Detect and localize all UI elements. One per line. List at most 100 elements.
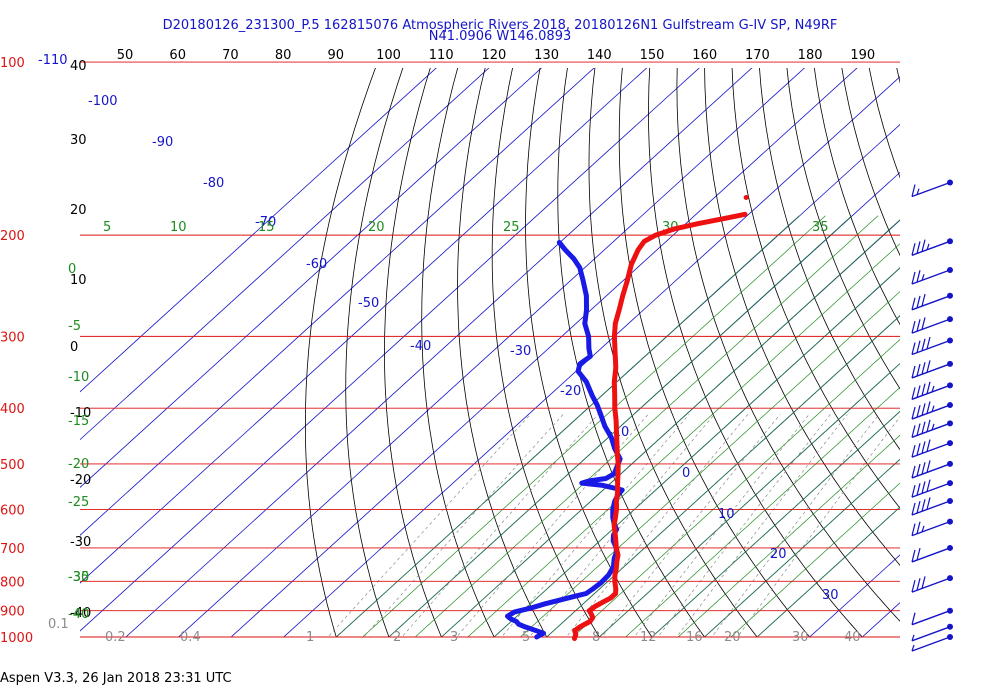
dry-adiabat-line [786, 68, 900, 390]
wind-barb-staff [911, 610, 951, 626]
dry-adiabat-line [896, 68, 900, 84]
wind-barb-flag [916, 578, 921, 591]
pressure-label: 700 [0, 542, 25, 557]
wind-barb-staff [911, 339, 951, 356]
wind-barb-flag [911, 243, 916, 256]
isotherm-label: -70 [255, 215, 276, 230]
isotherm-line [756, 506, 900, 637]
wind-barb-half [921, 525, 925, 533]
wind-barb-flag [911, 549, 916, 563]
pressure-label: 400 [0, 402, 25, 417]
left-temperature-label: 20 [70, 203, 87, 218]
pressure-label: 800 [0, 575, 25, 590]
mixing-ratio-line [363, 414, 564, 637]
wind-barb-staff [911, 295, 951, 311]
isotherm-line [178, 68, 805, 637]
wind-barb-flag [916, 521, 921, 534]
wind-barb-staff [911, 463, 951, 479]
wind-barb-flag [921, 338, 926, 351]
wind-barb-flag [921, 239, 926, 252]
wind-barb-flag [911, 502, 916, 516]
wind-barb-flag [926, 460, 931, 473]
wind-barb [911, 381, 953, 400]
wind-barb-half [931, 385, 935, 393]
wind-barb-flag [921, 403, 926, 416]
wind-barb-flag [916, 547, 921, 561]
wind-barb-staff [911, 547, 951, 563]
left-moist-label: -5 [68, 319, 81, 334]
wind-barb-flag [926, 419, 931, 432]
wind-barb-staff [911, 442, 951, 458]
moist-adiabat-line [756, 506, 900, 637]
moist-adiabat-label: 20 [368, 220, 385, 235]
wind-barb-flag [921, 383, 926, 396]
wind-barb-flag [916, 363, 921, 377]
wind-barb-flag [926, 439, 931, 452]
dry-adiabat-line [704, 68, 900, 566]
wind-barb-staff [911, 636, 951, 652]
mixing-ratio-label: 16 [686, 630, 703, 645]
wind-barb [911, 316, 953, 334]
top-tick-label: 80 [275, 48, 292, 63]
wind-barb-staff [911, 520, 951, 537]
left-moist-label: 0 [68, 262, 76, 277]
pressure-label: 200 [0, 229, 25, 244]
dry-adiabat-line [305, 68, 376, 637]
left-temperature-label: -40 [70, 606, 91, 621]
isotherm-line [809, 554, 900, 637]
moist-adiabat-line [703, 458, 900, 637]
isotherm-label: 30 [822, 588, 839, 603]
top-tick-label: 50 [117, 48, 134, 63]
wind-barb [911, 607, 953, 626]
wind-barb-flag [921, 462, 926, 475]
isotherm-label: -40 [410, 339, 431, 354]
isotherm-line [125, 68, 753, 637]
isotherm-label: -20 [560, 384, 581, 399]
top-tick-label: 120 [481, 48, 506, 63]
wind-barb-staff [911, 384, 951, 400]
wind-barb-staff [911, 363, 951, 379]
dry-adiabat-line [384, 68, 442, 637]
wind-barb-column [911, 179, 953, 652]
pressure-label: 500 [0, 458, 25, 473]
wind-barb [911, 179, 953, 198]
left-moist-label: -10 [68, 370, 89, 385]
top-tick-label: 150 [640, 48, 665, 63]
wind-barb-half [911, 644, 915, 652]
moist-adiabat-line [335, 215, 800, 637]
wind-barb-flag [926, 479, 931, 492]
moist-adiabat-line [362, 215, 826, 637]
top-tick-label: 90 [328, 48, 345, 63]
mixing-ratio-line [633, 414, 810, 637]
top-tick-label: 130 [534, 48, 559, 63]
wind-barb [911, 623, 953, 642]
left-moist-label: -40 [68, 607, 89, 622]
mixing-ratio-line [401, 414, 599, 637]
wind-barb-staff [911, 269, 951, 285]
isotherm-label: 20 [770, 547, 787, 562]
wind-barb-flag [911, 612, 916, 625]
wind-barb [911, 419, 953, 438]
moist-adiabat-label: 10 [170, 220, 187, 235]
moist-adiabat-label: 15 [258, 220, 275, 235]
isotherm-line [283, 76, 900, 637]
wind-barb [911, 267, 953, 285]
dry-adiabat-line [977, 62, 1000, 649]
wind-barb-flag [911, 523, 916, 536]
chart-title: D20180126_231300_P.5 162815076 Atmospher… [163, 18, 838, 33]
wind-barb-staff [911, 482, 951, 498]
moist-adiabat-label: 5 [103, 220, 111, 235]
dry-adiabat-line [421, 68, 495, 637]
isotherm-label: -90 [152, 135, 173, 150]
wind-barb-flag [911, 297, 916, 310]
temperature-trace [572, 211, 748, 641]
wind-barb-flag [911, 406, 916, 420]
wind-barb-staff [911, 404, 951, 420]
moist-adiabat-label: 25 [503, 220, 520, 235]
top-tick-label: 140 [587, 48, 612, 63]
wind-barb-flag [911, 320, 916, 334]
isotherm-line [230, 68, 858, 637]
dry-adiabat-line [525, 68, 653, 637]
wind-barb-flag [916, 423, 921, 436]
wind-barb [911, 336, 953, 356]
